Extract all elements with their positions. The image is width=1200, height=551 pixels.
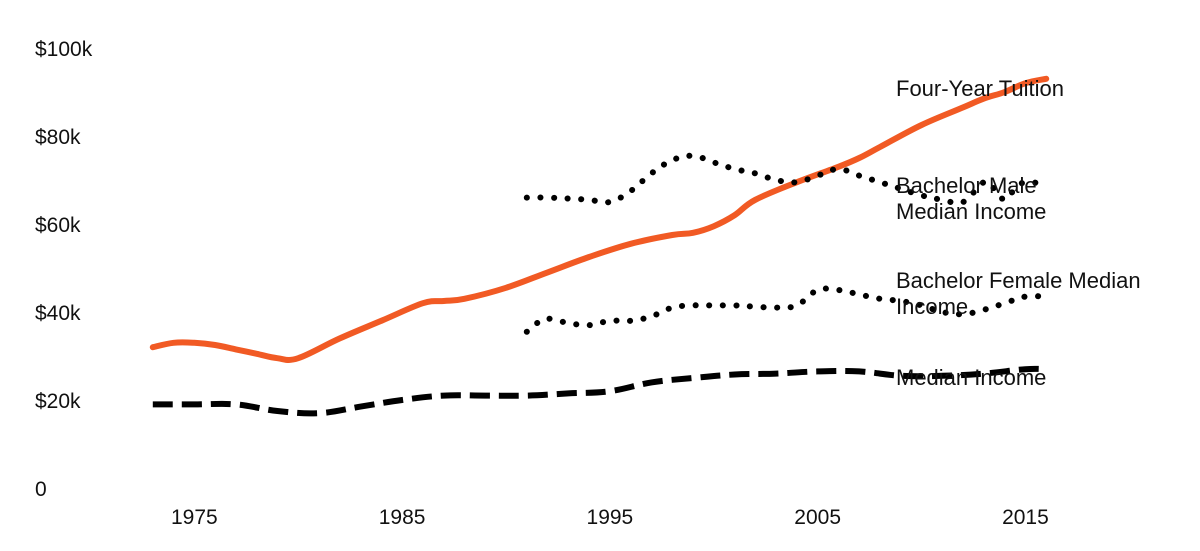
- series-line-bachelor-male-median-income: [523, 152, 1050, 207]
- series-lines: [149, 75, 1050, 417]
- series-line-bachelor-female-median-income: [523, 285, 1050, 335]
- y-tick-label-60k: $60k: [35, 214, 81, 237]
- series-line-median-income: [152, 365, 1047, 417]
- y-tick-label-80k: $80k: [35, 126, 81, 149]
- series-line-four-year-tuition: [149, 75, 1050, 363]
- x-tick-label-2005: 2005: [794, 506, 841, 529]
- x-tick-label-1995: 1995: [587, 506, 634, 529]
- x-axis-tick-labels: 1975 1985 1995 2005 2015: [171, 506, 1049, 529]
- series-labels: Four-Year Tuition Bachelor Male Median Inc…: [896, 76, 1141, 390]
- series-label-bachelor-female-median-income: Bachelor Female Median Income: [896, 268, 1141, 319]
- series-label-bachelor-male-median-income: Bachelor Male Median Income: [896, 173, 1046, 224]
- x-tick-label-2015: 2015: [1002, 506, 1049, 529]
- x-tick-label-1975: 1975: [171, 506, 218, 529]
- y-tick-label-0: 0: [35, 478, 47, 501]
- x-tick-label-1985: 1985: [379, 506, 426, 529]
- y-tick-label-100k: $100k: [35, 38, 93, 61]
- y-tick-label-20k: $20k: [35, 390, 81, 413]
- y-tick-label-40k: $40k: [35, 302, 81, 325]
- series-label-median-income: Median Income: [896, 365, 1046, 390]
- series-label-four-year-tuition: Four-Year Tuition: [896, 76, 1064, 101]
- y-axis-tick-labels: 0 $20k $40k $60k $80k $100k: [35, 38, 93, 501]
